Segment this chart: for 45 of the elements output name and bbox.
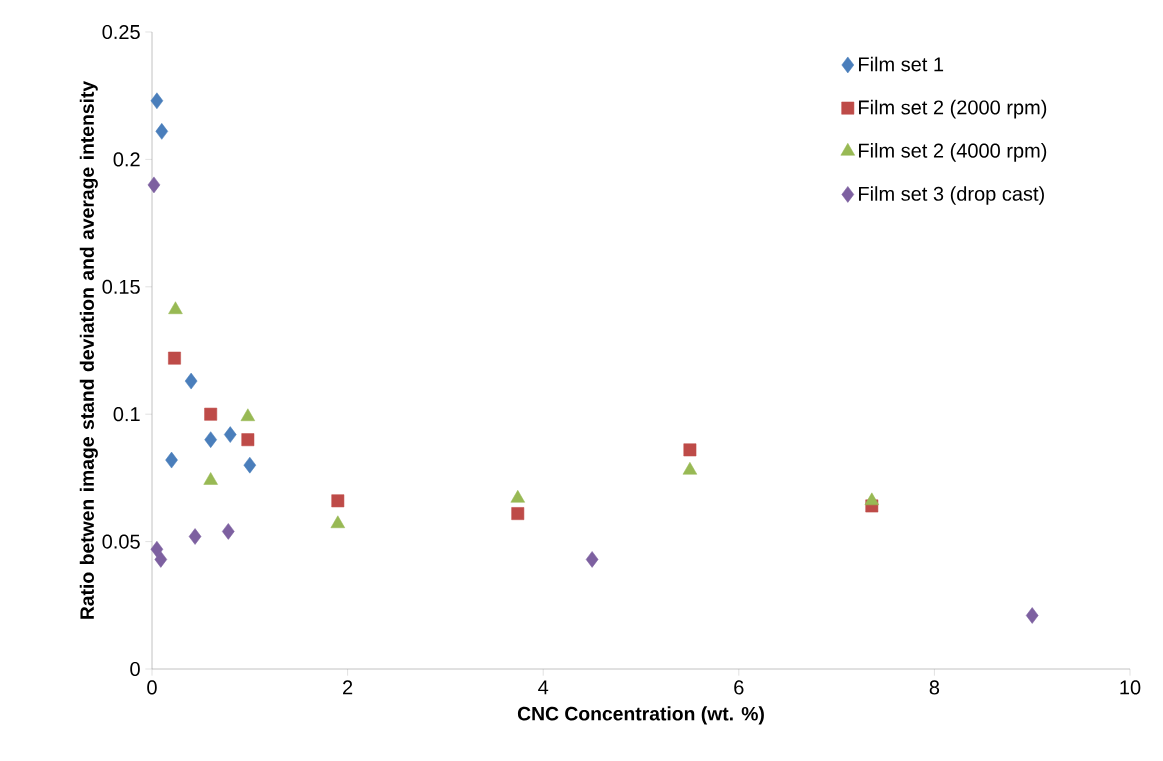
legend-label: Film set 2 (2000 rpm) bbox=[859, 99, 1047, 119]
y-tick-label: 0.1 bbox=[113, 407, 140, 422]
point bbox=[223, 426, 237, 443]
x-tick-label: 2 bbox=[343, 680, 353, 695]
point bbox=[154, 551, 168, 568]
legend-label: Film set 3 (drop cast) bbox=[859, 186, 1044, 205]
point bbox=[585, 551, 599, 568]
point bbox=[510, 490, 525, 503]
point bbox=[331, 494, 345, 508]
x-tick-label: 6 bbox=[734, 680, 744, 695]
y-tick-label: 0.05 bbox=[102, 534, 140, 549]
point bbox=[203, 472, 218, 485]
point bbox=[241, 433, 255, 447]
point bbox=[864, 492, 880, 506]
point bbox=[682, 461, 698, 475]
point bbox=[147, 176, 161, 194]
point bbox=[222, 523, 235, 540]
point bbox=[240, 408, 256, 422]
x-axis-title: CNC Concentration (wt. %) bbox=[517, 706, 764, 725]
point bbox=[1025, 607, 1039, 624]
point bbox=[204, 431, 217, 448]
y-axis-title: Ratio betwen image stand deviation and average intensity bbox=[79, 80, 98, 619]
point bbox=[243, 456, 257, 474]
point bbox=[155, 123, 169, 140]
point bbox=[683, 443, 697, 457]
legend-label: Film set 2 (4000 rpm) bbox=[859, 143, 1047, 162]
y-tick-label: 0.15 bbox=[102, 279, 140, 294]
point bbox=[511, 507, 525, 520]
point bbox=[184, 372, 198, 390]
point bbox=[150, 540, 164, 558]
point bbox=[204, 407, 218, 421]
legend-label: Film set 1 bbox=[859, 56, 944, 72]
x-tick-label: 8 bbox=[929, 680, 940, 695]
y-tick-label: 0.25 bbox=[102, 24, 140, 40]
point bbox=[330, 515, 346, 529]
point bbox=[168, 351, 181, 365]
x-tick-label: 0 bbox=[147, 680, 157, 695]
point bbox=[150, 92, 164, 110]
point bbox=[188, 528, 202, 545]
y-tick-label: 0.2 bbox=[113, 152, 140, 167]
x-tick-label: 4 bbox=[538, 680, 549, 695]
point bbox=[168, 301, 183, 314]
y-tick-label: 0 bbox=[130, 661, 140, 677]
point bbox=[165, 451, 178, 469]
x-tick-label: 10 bbox=[1120, 680, 1141, 695]
